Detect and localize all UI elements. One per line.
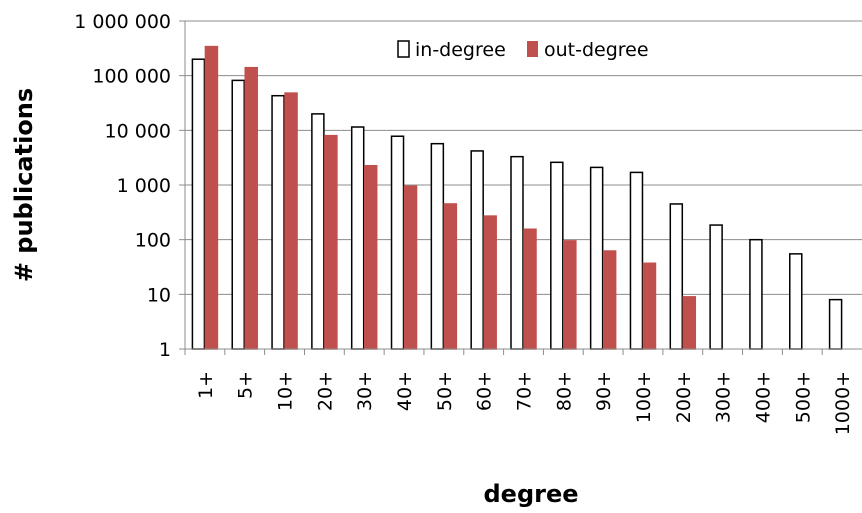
x-tick-label: 400+ (752, 371, 774, 423)
bar-out-degree-50+ (443, 203, 458, 350)
bar-in-degree-200+ (669, 203, 684, 350)
x-tick-label: 90+ (593, 371, 615, 411)
x-tick-label: 60+ (474, 371, 496, 411)
x-tick-labels: 1+ 5+ 10+ 20+ 30+ 40+ 50+ 60+ 70+ 80+ 90+ 100+ 200+ 3… (195, 371, 854, 435)
bar-in-degree-50+ (430, 142, 445, 350)
bar-in-degree-500+ (789, 253, 803, 350)
x-tick-label: 50+ (434, 371, 456, 411)
bar-in-degree-400+ (749, 238, 763, 350)
bar-in-degree-1000+ (828, 298, 843, 350)
axes (184, 21, 862, 355)
bar-out-degree-80+ (563, 240, 577, 350)
bar-out-degree-20+ (324, 134, 338, 350)
x-tick-label: 40+ (394, 371, 416, 411)
bar-out-degree-100+ (642, 262, 657, 350)
bar-out-degree-70+ (523, 228, 537, 350)
x-tick-label: 300+ (713, 371, 735, 423)
y-axis-title: # publications (10, 88, 38, 282)
x-tick-label: 30+ (354, 371, 376, 411)
bar-out-degree-90+ (602, 250, 617, 350)
bar-in-degree-70+ (510, 155, 524, 350)
bar-out-degree-30+ (363, 164, 378, 350)
y-tick-labels: 1 10 100 1 000 10 000 100 000 1 000 000 (74, 11, 171, 361)
legend-label-in-degree: in-degree (415, 39, 506, 61)
bars (191, 45, 843, 350)
bar-out-degree-60+ (483, 215, 497, 350)
bar-in-degree-30+ (350, 126, 365, 350)
bar-out-degree-10+ (284, 92, 298, 350)
x-tick-label: 1+ (195, 371, 217, 399)
x-tick-label: 70+ (514, 371, 536, 411)
y-tick-label: 10 (147, 284, 171, 306)
y-tick-label: 1 000 (117, 175, 171, 197)
bar-in-degree-20+ (311, 113, 325, 350)
bar-in-degree-40+ (390, 135, 405, 350)
x-tick-label: 1000+ (832, 371, 854, 435)
x-tick-label: 200+ (673, 371, 695, 423)
bar-in-degree-5+ (231, 79, 245, 350)
y-tick-label: 10 000 (105, 120, 171, 142)
bar-in-degree-1+ (191, 58, 206, 350)
x-tick-label: 20+ (314, 371, 336, 411)
bar-in-degree-80+ (550, 161, 564, 350)
y-tick-label: 100 (135, 230, 171, 252)
legend-swatch-out-degree (527, 41, 538, 57)
bar-out-degree-1+ (204, 45, 219, 350)
bar-in-degree-100+ (629, 171, 644, 350)
legend: in-degree out-degree (397, 39, 649, 61)
bar-in-degree-10+ (271, 94, 285, 350)
x-tick-label: 100+ (633, 371, 655, 423)
y-tick-label: 100 000 (92, 66, 171, 88)
legend-swatch-in-degree (397, 40, 410, 58)
x-tick-label: 80+ (553, 371, 575, 411)
bar-in-degree-90+ (589, 166, 604, 350)
bar-in-degree-60+ (470, 150, 484, 350)
x-tick-label: 5+ (235, 371, 257, 399)
bar-out-degree-5+ (244, 66, 258, 350)
x-tick-label: 10+ (275, 371, 297, 411)
x-tick-label: 500+ (792, 371, 814, 423)
x-axis-title: degree (483, 480, 578, 508)
bar-out-degree-200+ (682, 296, 697, 350)
y-tick-label: 1 (159, 339, 171, 361)
bar-in-degree-300+ (709, 224, 723, 350)
legend-label-out-degree: out-degree (544, 39, 649, 61)
bar-out-degree-40+ (403, 185, 418, 350)
y-tick-label: 1 000 000 (74, 11, 171, 33)
